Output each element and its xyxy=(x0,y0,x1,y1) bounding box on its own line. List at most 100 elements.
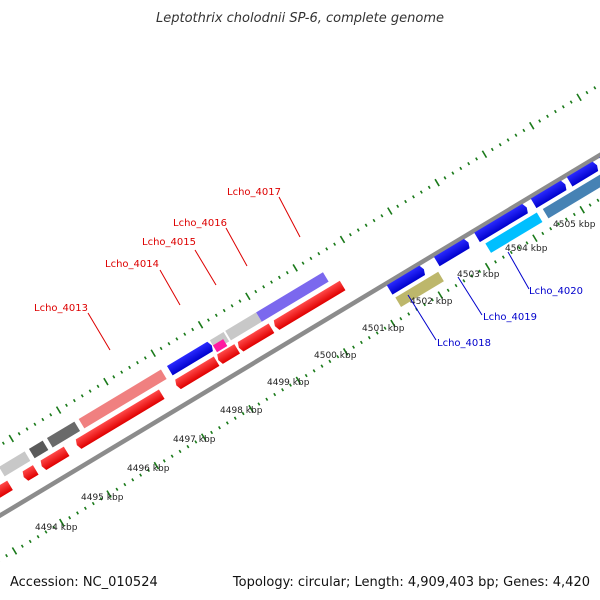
minor-tick xyxy=(467,161,471,166)
accession-text: Accession: NC_010524 xyxy=(10,575,158,590)
minor-tick xyxy=(352,345,355,349)
major-tick xyxy=(295,376,302,385)
minor-tick xyxy=(230,304,234,308)
gene-feature-blue xyxy=(530,180,567,209)
minor-tick xyxy=(501,255,505,259)
minor-tick xyxy=(553,109,557,114)
gene-feature-pink xyxy=(212,339,228,353)
position-label: 4505 kbp xyxy=(553,220,596,230)
inner-tick-row xyxy=(0,198,600,563)
position-label: 4495 kbp xyxy=(81,493,124,503)
gene-feature-lcho-4020 xyxy=(542,172,600,219)
major-tick xyxy=(197,320,204,329)
minor-tick xyxy=(419,190,423,194)
major-tick xyxy=(55,406,62,414)
callout-line-lcho-4019 xyxy=(457,276,483,316)
minor-tick xyxy=(407,312,411,316)
minor-tick xyxy=(262,285,266,289)
minor-tick xyxy=(273,392,277,397)
position-label: 4494 kbp xyxy=(35,523,78,533)
minor-tick xyxy=(546,114,549,118)
minor-tick xyxy=(36,534,40,539)
minor-tick xyxy=(99,497,103,501)
position-label: 4497 kbp xyxy=(173,435,216,445)
minor-tick xyxy=(451,171,455,175)
callout-line-lcho-4018 xyxy=(407,294,437,341)
minor-tick xyxy=(514,133,518,137)
major-tick xyxy=(387,207,393,215)
minor-tick xyxy=(76,511,79,515)
gene-label-lcho-4017: Lcho_4017 xyxy=(227,187,281,198)
position-label: 4502 kbp xyxy=(410,297,453,307)
minor-tick xyxy=(288,383,292,387)
minor-tick xyxy=(557,222,561,226)
minor-tick xyxy=(218,426,221,430)
minor-tick xyxy=(210,430,214,435)
minor-tick xyxy=(312,369,316,373)
minor-tick xyxy=(83,506,87,510)
minor-tick xyxy=(115,487,119,492)
minor-tick xyxy=(68,516,72,520)
gene-feature-red xyxy=(22,465,39,481)
minor-tick xyxy=(5,553,9,558)
major-tick xyxy=(579,205,585,214)
minor-tick xyxy=(120,370,124,374)
gene-feature-red xyxy=(40,446,70,470)
minor-tick xyxy=(383,326,387,330)
major-tick xyxy=(11,547,18,555)
minor-tick xyxy=(191,327,195,332)
minor-tick xyxy=(72,398,76,403)
minor-tick xyxy=(494,260,497,264)
minor-tick xyxy=(430,298,434,302)
minor-tick xyxy=(225,421,229,425)
minor-tick xyxy=(175,337,179,341)
minor-tick xyxy=(233,416,237,420)
minor-tick xyxy=(525,241,529,245)
minor-tick xyxy=(139,473,143,477)
minor-tick xyxy=(380,214,384,218)
minor-tick xyxy=(33,422,37,426)
minor-tick xyxy=(459,166,463,171)
minor-tick xyxy=(517,245,521,250)
minor-tick xyxy=(52,525,56,529)
minor-tick xyxy=(427,185,431,190)
gene-label-lcho-4013: Lcho_4013 xyxy=(34,303,88,314)
position-label: 4496 kbp xyxy=(127,464,170,474)
minor-tick xyxy=(254,289,258,294)
minor-tick xyxy=(301,261,305,265)
minor-tick xyxy=(309,256,313,261)
major-tick xyxy=(248,404,254,413)
minor-tick xyxy=(91,501,95,506)
minor-tick xyxy=(88,389,92,393)
minor-tick xyxy=(506,138,510,142)
minor-tick xyxy=(214,313,218,317)
minor-tick xyxy=(257,402,261,406)
minor-tick xyxy=(596,198,600,202)
major-tick xyxy=(59,518,65,527)
callout-line-lcho-4014 xyxy=(159,269,181,306)
major-tick xyxy=(106,490,112,498)
gene-feature-lcho-4017 xyxy=(256,272,329,322)
minor-tick xyxy=(364,223,368,227)
minor-tick xyxy=(183,332,187,336)
minor-tick xyxy=(25,427,29,431)
gene-labels: Lcho_4013 Lcho_4014 Lcho_4015 Lcho_4016 … xyxy=(34,187,583,349)
callout-line-lcho-4017 xyxy=(278,196,301,238)
gene-feature-lcho-4014 xyxy=(166,341,213,376)
gene-feature-red xyxy=(175,356,220,390)
minor-tick xyxy=(454,283,458,288)
gene-label-lcho-4014: Lcho_4014 xyxy=(105,259,159,270)
minor-tick xyxy=(178,449,182,454)
minor-tick xyxy=(17,432,21,436)
minor-tick xyxy=(28,539,32,544)
gene-feature-dark xyxy=(46,421,81,448)
minor-tick xyxy=(367,335,371,340)
callout-line-lcho-4020 xyxy=(507,251,530,290)
minor-tick xyxy=(143,356,147,360)
minor-tick xyxy=(277,275,281,280)
minor-tick xyxy=(593,86,597,90)
minor-tick xyxy=(404,199,408,204)
minor-tick xyxy=(396,204,400,208)
gene-label-lcho-4015: Lcho_4015 xyxy=(142,237,196,248)
minor-tick xyxy=(186,444,190,449)
